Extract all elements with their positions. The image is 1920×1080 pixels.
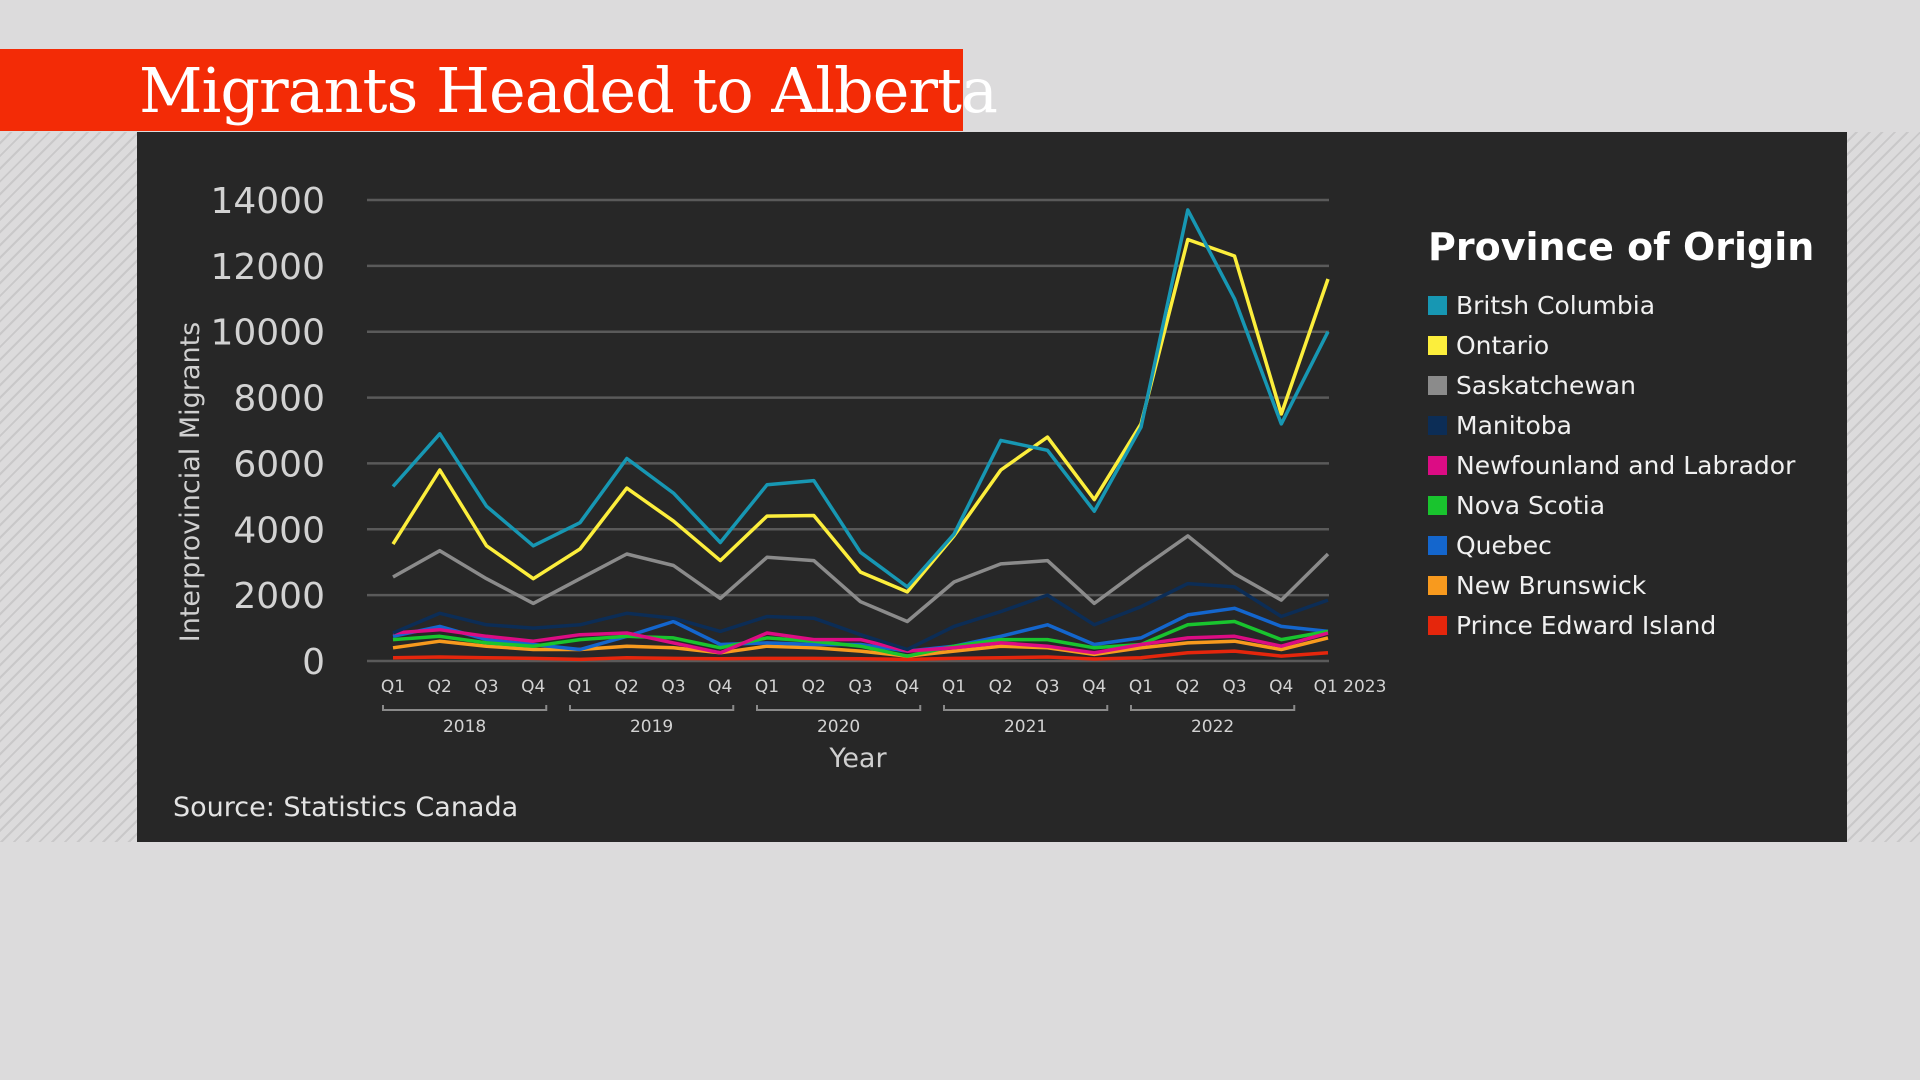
x-tick-label: Q4 xyxy=(708,677,732,697)
legend-swatch xyxy=(1428,535,1447,555)
legend: Province of Origin Britsh Columbia Ontari… xyxy=(1428,225,1814,645)
legend-swatch xyxy=(1428,575,1447,595)
legend-title: Province of Origin xyxy=(1428,225,1815,269)
x-tick-label: Q4 xyxy=(1269,677,1293,697)
x-tick-label: Q3 xyxy=(848,677,872,697)
title-bar xyxy=(0,49,963,131)
x-tick-label: Q1 xyxy=(1129,677,1153,697)
legend-label: Quebec xyxy=(1456,530,1552,560)
legend-label: Britsh Columbia xyxy=(1456,290,1656,320)
series-line-manitoba xyxy=(392,581,1329,652)
legend-item-new-brunswick: New Brunswick xyxy=(1428,565,1814,605)
legend-item-newfounland-and-labrador: Newfounland and Labrador xyxy=(1428,445,1814,485)
series-line-ontario xyxy=(391,237,1330,594)
y-tick-label: 14000 xyxy=(210,181,325,222)
y-tick-label: 2000 xyxy=(233,576,325,617)
year-group-label: 2019 xyxy=(630,717,673,737)
legend-item-britsh-columbia: Britsh Columbia xyxy=(1428,285,1814,325)
legend-swatch xyxy=(1428,375,1447,395)
y-tick-label: 12000 xyxy=(210,247,325,288)
x-tick-label: Q1 xyxy=(942,677,966,697)
x-tick-label: Q2 xyxy=(428,677,452,697)
legend-swatch xyxy=(1428,615,1447,635)
series-line-nova-scotia xyxy=(392,619,1329,658)
year-bracket xyxy=(756,705,922,711)
legend-swatch xyxy=(1428,415,1447,435)
year-group-label: 2021 xyxy=(1004,717,1047,737)
x-axis: Q1 Q2 Q3 Q4 Q1 Q2 Q3 Q4 Q1 Q2 Q3 Q4 Q1 Q2 Q3 Q4 Q1 Q2 Q3 Q4… xyxy=(381,677,1387,737)
year-bracket xyxy=(382,705,548,711)
x-tick-label: Q3 xyxy=(1035,677,1059,697)
y-axis-label: Interprovincial Migrants xyxy=(175,322,206,642)
year-group-label: 2022 xyxy=(1191,717,1234,737)
x-tick-label: Q2 xyxy=(615,677,639,697)
x-tick-label: Q1 xyxy=(381,677,405,697)
legend-label: Newfounland and Labrador xyxy=(1456,450,1796,480)
x-tick-label: Q3 xyxy=(474,677,498,697)
x-tick-label: Q3 xyxy=(1222,677,1246,697)
year-bracket xyxy=(943,705,1109,711)
x-tick-label: Q1 xyxy=(568,677,592,697)
y-tick-label: 8000 xyxy=(233,379,325,420)
source-note: Source: Statistics Canada xyxy=(173,792,519,823)
series-line-prince-edward-island xyxy=(392,649,1329,662)
series-line-britsh-columbia xyxy=(391,208,1330,589)
series-line-newfounland-and-labrador xyxy=(392,627,1329,655)
x-tick-label: Q4 xyxy=(521,677,545,697)
y-tick-label: 4000 xyxy=(233,510,325,551)
x-tick-label: Q4 xyxy=(1082,677,1106,697)
page-title: Migrants Headed to Alberta xyxy=(139,54,998,127)
y-axis: 0 2000 4000 6000 8000 10000 12000 14000 xyxy=(210,181,325,683)
x-axis-label: Year xyxy=(828,743,887,774)
x-tick-label: Q3 xyxy=(661,677,685,697)
legend-label: Ontario xyxy=(1456,330,1550,360)
x-tick-label: Q2 xyxy=(802,677,826,697)
year-group-label: 2020 xyxy=(817,717,860,737)
y-tick-label: 0 xyxy=(302,642,325,683)
series-lines xyxy=(391,208,1330,662)
y-tick-label: 6000 xyxy=(233,444,325,485)
x-tick-label: Q2 xyxy=(989,677,1013,697)
legend-swatch xyxy=(1428,335,1447,355)
legend-label: Saskatchewan xyxy=(1456,370,1636,400)
year-group-label: 2018 xyxy=(443,717,486,737)
legend-label: Nova Scotia xyxy=(1456,490,1606,520)
year-bracket xyxy=(569,705,735,711)
x-tick-label: Q4 xyxy=(895,677,919,697)
x-tick-label: Q1 2023 xyxy=(1314,677,1387,697)
x-tick-label: Q2 xyxy=(1176,677,1200,697)
legend-item-saskatchewan: Saskatchewan xyxy=(1428,365,1814,405)
legend-label: Manitoba xyxy=(1456,410,1572,440)
legend-item-quebec: Quebec xyxy=(1428,525,1814,565)
legend-item-prince-edward-island: Prince Edward Island xyxy=(1428,605,1814,645)
x-tick-label: Q1 xyxy=(755,677,779,697)
grid-lines xyxy=(367,198,1329,663)
series-line-new-brunswick xyxy=(392,636,1329,658)
legend-item-nova-scotia: Nova Scotia xyxy=(1428,485,1814,525)
legend-swatch xyxy=(1428,495,1447,515)
legend-item-ontario: Ontario xyxy=(1428,325,1814,365)
y-tick-label: 10000 xyxy=(210,313,325,354)
chart-panel: 0 2000 4000 6000 8000 10000 12000 14000 Q1 Q2 Q3 Q… xyxy=(137,132,1847,842)
legend-items: Britsh Columbia Ontario Saskatchewan Manito… xyxy=(1428,285,1814,645)
legend-item-manitoba: Manitoba xyxy=(1428,405,1814,445)
legend-swatch xyxy=(1428,455,1447,475)
series-line-saskatchewan xyxy=(392,534,1330,624)
year-bracket xyxy=(1130,705,1296,711)
legend-label: New Brunswick xyxy=(1456,570,1647,600)
legend-label: Prince Edward Island xyxy=(1456,610,1717,640)
legend-swatch xyxy=(1428,295,1447,315)
